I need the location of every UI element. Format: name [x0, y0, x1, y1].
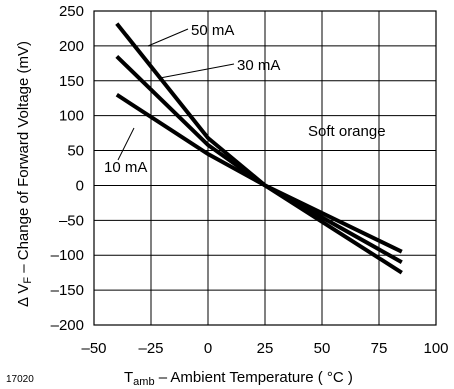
series-label: 50 mA: [191, 22, 234, 39]
series-label: 10 mA: [104, 159, 147, 176]
annotation-soft-orange: Soft orange: [308, 123, 386, 140]
y-tick-label: 200: [59, 38, 84, 55]
y-tick-label: –150: [51, 282, 84, 299]
series-leader-line: [117, 127, 135, 161]
series-line-10-mA: [115, 93, 403, 254]
series-leader-line: [159, 63, 235, 79]
x-axis-title-subscript: amb: [133, 376, 154, 388]
series-line-50-mA: [115, 22, 403, 275]
x-tick-label: 25: [257, 340, 274, 357]
y-axis-title-main: Δ V: [15, 284, 32, 307]
series-line-30-mA: [115, 54, 403, 264]
leader-lines: [117, 28, 235, 161]
y-tick-label: 100: [59, 108, 84, 125]
y-axis-title-rest: – Change of Forward Voltage (mV): [15, 41, 32, 277]
y-tick-label: –100: [51, 247, 84, 264]
x-tick-label: –50: [81, 340, 106, 357]
plot-frame: [93, 10, 437, 326]
y-tick-label: 150: [59, 73, 84, 90]
x-axis-title-main: T: [124, 369, 133, 386]
x-axis-title-rest: – Ambient Temperature ( °C ): [155, 369, 353, 386]
x-tick-label: 100: [423, 340, 448, 357]
y-tick-label: 50: [67, 143, 84, 160]
x-axis-title: Tamb – Ambient Temperature ( °C ): [124, 369, 353, 388]
x-tick-label: 0: [204, 340, 212, 357]
x-tick-label: –25: [138, 340, 163, 357]
series-group: [115, 22, 403, 275]
series-label: 30 mA: [237, 57, 280, 74]
y-tick-label: 0: [76, 177, 84, 194]
y-tick-label: –50: [59, 212, 84, 229]
x-tick-label: 75: [371, 340, 388, 357]
tick-labels: –50 –25 0 25 50 75 100 –200 –150 –100 –50 0 50 100 150…: [51, 3, 449, 357]
y-tick-label: 250: [59, 3, 84, 20]
series-labels: 50 mA 30 mA 10 mA: [104, 22, 280, 176]
series-leader-line: [147, 28, 189, 47]
figure-id: 17020: [6, 374, 34, 385]
y-axis-title-subscript: F: [22, 277, 34, 284]
y-tick-label: –200: [51, 317, 84, 334]
x-tick-label: 50: [314, 340, 331, 357]
y-axis-title: Δ VF – Change of Forward Voltage (mV): [15, 41, 34, 307]
